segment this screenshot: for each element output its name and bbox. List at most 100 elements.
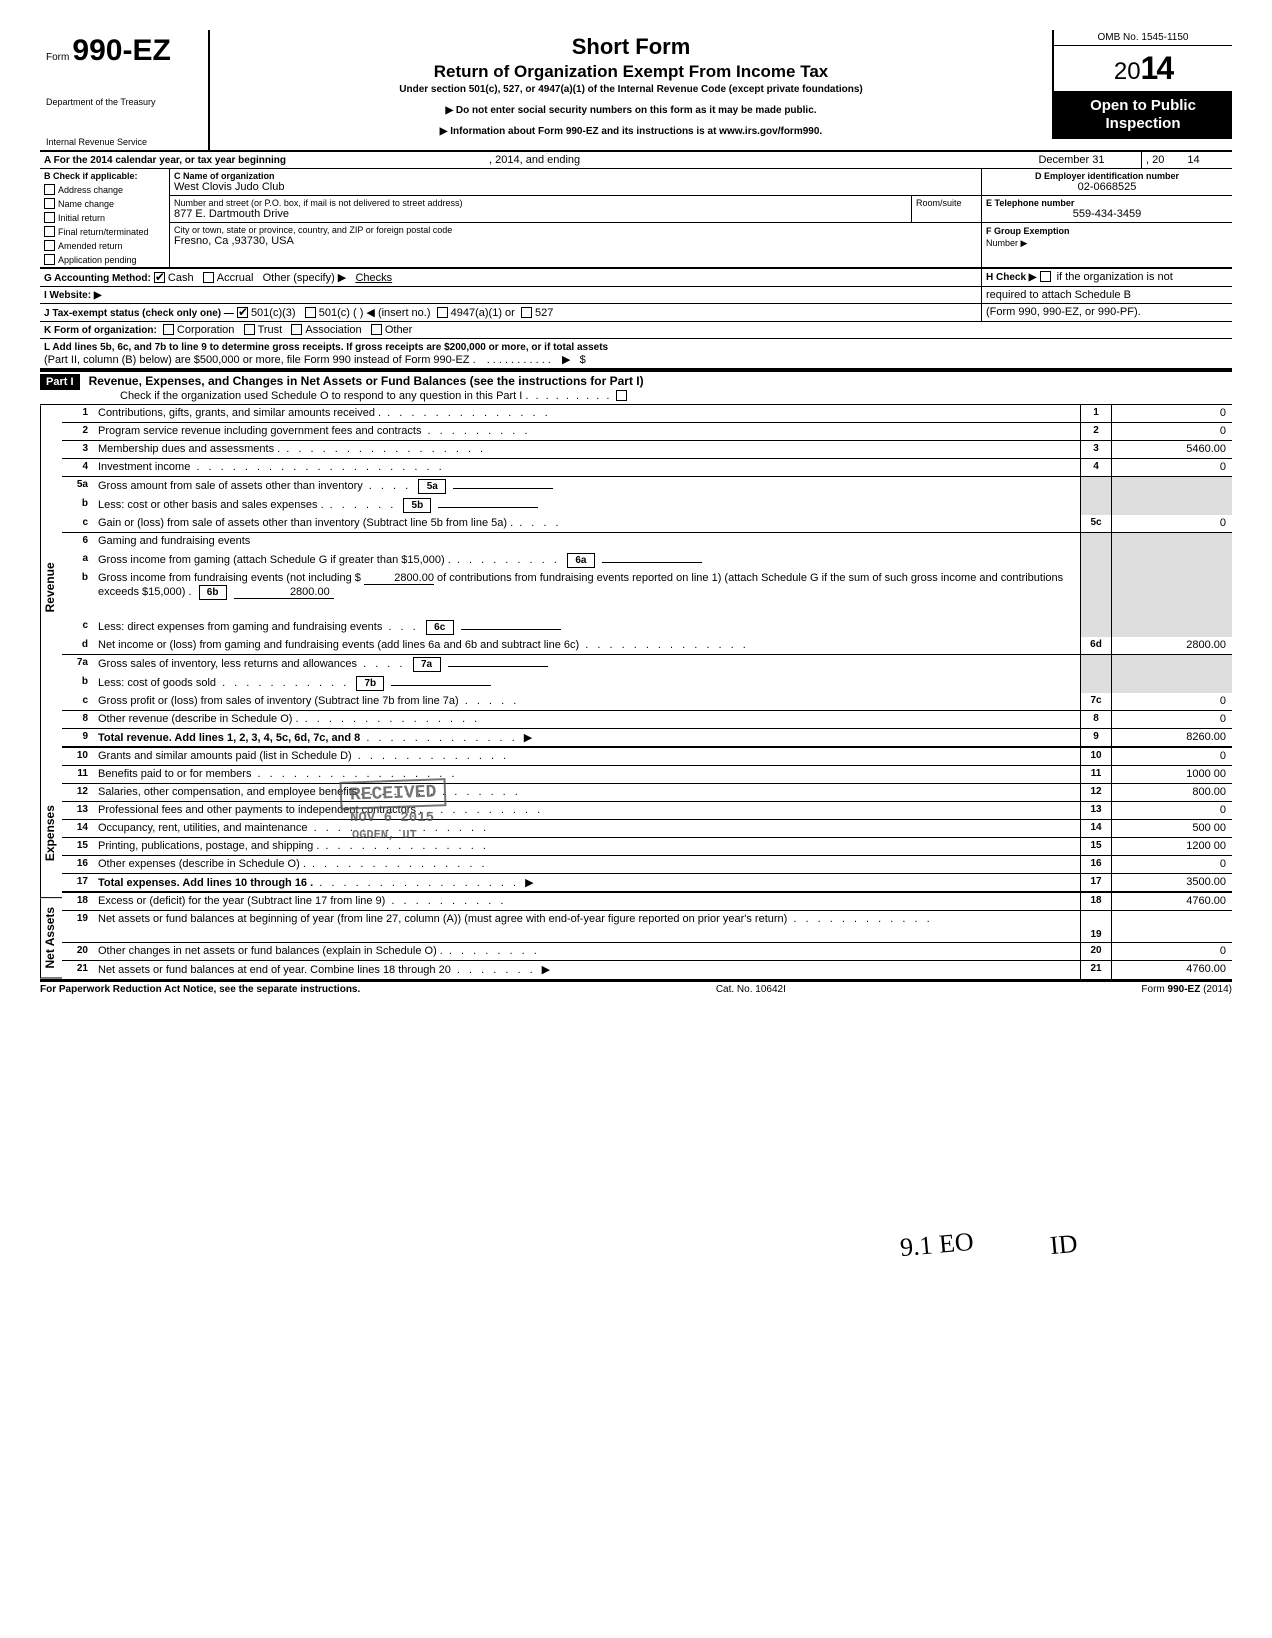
tax-year: 2014	[1054, 46, 1232, 91]
line-4: 4 Investment income . . . . . . . . . . …	[62, 459, 1232, 477]
line-11: 11Benefits paid to or for members . . . …	[62, 766, 1232, 784]
chk-part1-scho[interactable]	[616, 390, 627, 401]
line-l-dollar: $	[580, 354, 586, 366]
line-6b-amt: 2800.00	[364, 572, 434, 585]
page-footer: For Paperwork Reduction Act Notice, see …	[40, 981, 1232, 995]
line-1: 1 Contributions, gifts, grants, and simi…	[62, 405, 1232, 423]
line-5b: b Less: cost or other basis and sales ex…	[62, 496, 1232, 515]
form-prefix: Form	[46, 52, 69, 63]
line-a-yr-label: , 20	[1146, 154, 1164, 166]
omb-number: OMB No. 1545-1150	[1054, 30, 1232, 46]
line-7c: c Gross profit or (loss) from sales of i…	[62, 693, 1232, 711]
room-label: Room/suite	[916, 198, 977, 208]
line-g-label: G Accounting Method:	[44, 273, 151, 284]
chk-other-org[interactable]	[371, 324, 382, 335]
chk-527[interactable]	[521, 307, 532, 318]
part1-title: Revenue, Expenses, and Changes in Net As…	[89, 374, 644, 388]
line-13: 13Professional fees and other payments t…	[62, 802, 1232, 820]
tab-expenses: Expenses	[40, 770, 62, 898]
box-b-opt-5[interactable]: Application pending	[40, 253, 169, 267]
chk-amended[interactable]	[44, 240, 55, 251]
open-public: Open to Public Inspection	[1054, 91, 1232, 139]
right-block: OMB No. 1545-1150 2014 Open to Public In…	[1052, 30, 1232, 139]
year-bold: 14	[1141, 50, 1173, 86]
title-sub: Return of Organization Exempt From Incom…	[218, 62, 1044, 82]
line-j: J Tax-exempt status (check only one) — 5…	[40, 304, 1232, 322]
line-7b: b Less: cost of goods sold . . . . . . .…	[62, 674, 1232, 693]
chk-corp[interactable]	[163, 324, 174, 335]
chk-assoc[interactable]	[291, 324, 302, 335]
title-info: ▶ Information about Form 990-EZ and its …	[218, 126, 1044, 137]
line-i-label: I Website: ▶	[44, 290, 102, 301]
other-specify-val: Checks	[355, 272, 392, 284]
line-15: 15Printing, publications, postage, and s…	[62, 838, 1232, 856]
line-6: 6 Gaming and fundraising events	[62, 533, 1232, 551]
box-d-label: D Employer identification number	[986, 171, 1228, 181]
line-a-endmonth: December 31	[1002, 152, 1142, 168]
lbl-4947: 4947(a)(1) or	[451, 307, 515, 319]
part1-header: Part I Revenue, Expenses, and Changes in…	[40, 370, 1232, 405]
line-a-text: A For the 2014 calendar year, or tax yea…	[44, 155, 286, 166]
line-a-mid: , 2014, and ending	[489, 154, 580, 166]
lbl-527: 527	[535, 307, 553, 319]
org-address: 877 E. Dartmouth Drive	[174, 208, 907, 220]
chk-cash[interactable]	[154, 272, 165, 283]
line-6a: a Gross income from gaming (attach Sched…	[62, 551, 1232, 570]
chk-name-change[interactable]	[44, 198, 55, 209]
lbl-501c-insert: ) ◀ (insert no.)	[360, 307, 431, 319]
open-line1: Open to Public	[1090, 97, 1196, 114]
lbl-other-org: Other	[385, 324, 413, 336]
box-b-opt-4[interactable]: Amended return	[40, 239, 169, 253]
dept-treasury: Department of the Treasury	[46, 98, 202, 108]
box-b-opt-2[interactable]: Initial return	[40, 211, 169, 225]
bcdef-block: B Check if applicable: Address change Na…	[40, 169, 1232, 269]
line-14: 14Occupancy, rent, utilities, and mainte…	[62, 820, 1232, 838]
line-5c: c Gain or (loss) from sale of assets oth…	[62, 515, 1232, 533]
part1-body: Revenue Expenses Net Assets 1 Contributi…	[40, 405, 1232, 981]
chk-final-return[interactable]	[44, 226, 55, 237]
open-line2: Inspection	[1105, 115, 1180, 132]
chk-501c[interactable]	[305, 307, 316, 318]
lbl-accrual: Accrual	[217, 272, 254, 284]
line-2: 2 Program service revenue including gove…	[62, 423, 1232, 441]
chk-4947[interactable]	[437, 307, 448, 318]
line-k: K Form of organization: Corporation Trus…	[40, 322, 1232, 339]
chk-501c3[interactable]	[237, 307, 248, 318]
line-h-text4: (Form 990, 990-EZ, or 990-PF).	[986, 306, 1141, 318]
box-f-label: F Group Exemption	[986, 226, 1070, 236]
chk-schedule-b[interactable]	[1040, 271, 1051, 282]
box-b-opt-1[interactable]: Name change	[40, 197, 169, 211]
line-8: 8 Other revenue (describe in Schedule O)…	[62, 711, 1232, 729]
chk-address-change[interactable]	[44, 184, 55, 195]
line-l-text: L Add lines 5b, 6c, and 7b to line 9 to …	[44, 342, 608, 353]
line-l-arrow: ▶	[562, 354, 570, 366]
line-h-text3: required to attach Schedule B	[986, 289, 1131, 301]
chk-trust[interactable]	[244, 324, 255, 335]
title-under: Under section 501(c), 527, or 4947(a)(1)…	[218, 84, 1044, 95]
org-city: Fresno, Ca ,93730, USA	[174, 235, 977, 247]
footer-left: For Paperwork Reduction Act Notice, see …	[40, 984, 360, 995]
chk-accrual[interactable]	[203, 272, 214, 283]
form-label-block: Form 990-EZ Department of the Treasury I…	[40, 30, 210, 150]
box-f-label2: Number ▶	[986, 238, 1027, 248]
box-b-opt-3[interactable]: Final return/terminated	[40, 225, 169, 239]
box-c-city-label: City or town, state or province, country…	[174, 225, 977, 235]
chk-initial-return[interactable]	[44, 212, 55, 223]
year-prefix: 20	[1114, 58, 1141, 85]
chk-app-pending[interactable]	[44, 254, 55, 265]
title-block: Short Form Return of Organization Exempt…	[210, 30, 1052, 141]
line-k-label: K Form of organization:	[44, 325, 157, 336]
telephone: 559-434-3459	[986, 208, 1228, 220]
footer-mid: Cat. No. 10642I	[716, 984, 786, 995]
box-b-label: B Check if applicable:	[40, 169, 169, 183]
lbl-501c: 501(c) (	[319, 307, 357, 319]
line-17: 17Total expenses. Add lines 10 through 1…	[62, 874, 1232, 893]
line-20: 20Other changes in net assets or fund ba…	[62, 943, 1232, 961]
tab-revenue: Revenue	[40, 405, 62, 770]
handwrite-1: 9.1 EO	[899, 1227, 975, 1263]
lbl-501c3: 501(c)(3)	[251, 307, 296, 319]
box-b-opt-0[interactable]: Address change	[40, 183, 169, 197]
footer-right: Form 990-EZ (2014)	[1141, 984, 1232, 995]
lbl-assoc: Association	[305, 324, 361, 336]
box-c-addr-label: Number and street (or P.O. box, if mail …	[174, 198, 907, 208]
